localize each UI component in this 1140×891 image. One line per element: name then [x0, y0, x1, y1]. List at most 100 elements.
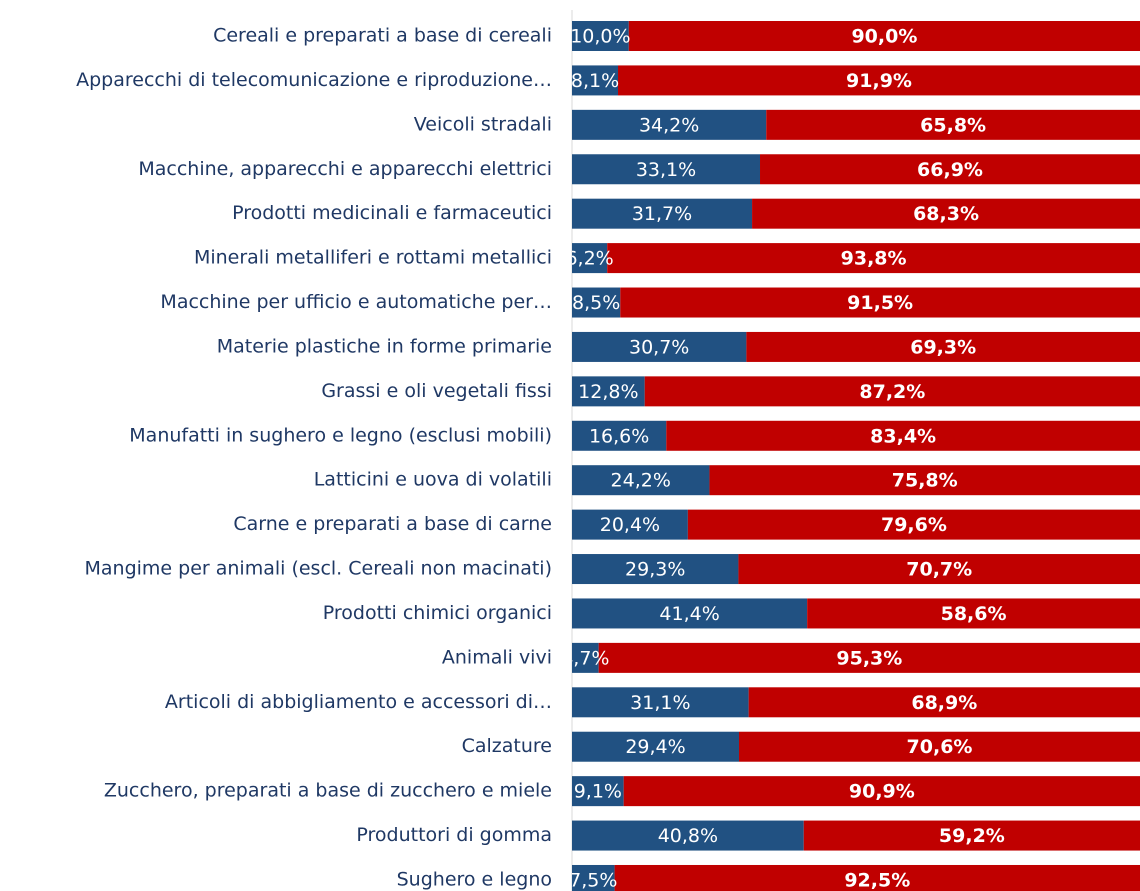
value-label: 33,1% [636, 159, 696, 181]
value-label: 10,0% [570, 26, 630, 48]
category-label: Cereali e preparati a base di cereali [213, 25, 552, 47]
value-label: 7,5% [569, 869, 617, 891]
bar-segment [572, 598, 808, 629]
value-label: 91,5% [847, 292, 913, 314]
value-label: 83,4% [870, 425, 936, 447]
value-label: 79,6% [881, 514, 947, 536]
bar-segment [614, 864, 1140, 891]
bar-segment [620, 287, 1140, 318]
value-label: 69,3% [910, 336, 976, 358]
value-label: 41,4% [659, 603, 719, 625]
value-label: 31,7% [632, 203, 692, 225]
value-label: 8,1% [571, 70, 619, 92]
category-label: Animali vivi [442, 646, 552, 668]
bar-segment [572, 287, 621, 318]
bar-segment [572, 21, 629, 51]
value-label: 66,9% [917, 159, 983, 181]
value-label: 9,1% [574, 781, 622, 803]
bar-segment [572, 509, 688, 540]
bar-segment [572, 154, 761, 185]
plot-area: 10,0% 90,0% 8,1% 91,9% 34,2% 65,8% 33,1% 66,9% 3… [561, 21, 1140, 891]
bar-segment [598, 642, 1140, 673]
bar-segment [803, 820, 1140, 851]
category-label: Grassi e oli vegetali fissi [321, 380, 552, 402]
value-label: 6,2% [565, 248, 613, 270]
value-label: 4,7% [561, 647, 609, 669]
bar-segment [572, 420, 667, 451]
bar-segment [760, 154, 1140, 185]
category-label: Calzature [462, 735, 552, 757]
value-label: 20,4% [600, 514, 660, 536]
bar-segment [572, 331, 747, 362]
value-label: 92,5% [844, 869, 910, 891]
bar-segment [572, 243, 608, 274]
value-label: 70,7% [906, 559, 972, 581]
bar-segment [752, 198, 1140, 229]
category-label: Carne e preparati a base di carne [233, 513, 552, 535]
category-label: Articoli di abbigliamento e accessori di… [165, 691, 552, 713]
bar-segment [618, 65, 1140, 96]
category-label: Macchine per ufficio e automatiche per… [160, 291, 552, 313]
category-label: Apparecchi di telecomunicazione e riprod… [76, 69, 552, 91]
bar-segment [628, 21, 1140, 51]
value-label: 70,6% [907, 736, 973, 758]
value-label: 8,5% [572, 292, 620, 314]
bar-segment [738, 731, 1140, 762]
bar-segment [709, 465, 1140, 496]
bar-segment [572, 687, 749, 718]
bar-segment [746, 331, 1140, 362]
value-label: 93,8% [841, 248, 907, 270]
value-label: 59,2% [939, 825, 1005, 847]
value-label: 16,6% [589, 425, 649, 447]
category-label: Manufatti in sughero e legno (esclusi mo… [129, 424, 552, 446]
bar-segment [623, 776, 1140, 807]
category-label: Mangime per animali (escl. Cereali non m… [84, 558, 552, 580]
value-label: 24,2% [611, 470, 671, 492]
value-label: 40,8% [658, 825, 718, 847]
value-label: 30,7% [629, 336, 689, 358]
bar-segment [572, 864, 615, 891]
category-label: Zucchero, preparati a base di zucchero e… [104, 780, 552, 802]
value-label: 12,8% [578, 381, 638, 403]
bar-segment [572, 376, 645, 407]
value-label: 90,9% [849, 781, 915, 803]
bar-segment [607, 243, 1140, 274]
bar-segment [572, 642, 599, 673]
bar-segment [766, 109, 1140, 140]
value-label: 75,8% [892, 470, 958, 492]
bar-segment [687, 509, 1140, 540]
category-label: Materie plastiche in forme primarie [217, 335, 552, 357]
value-label: 68,9% [911, 692, 977, 714]
bar-segment [666, 420, 1140, 451]
bar-segment [807, 598, 1140, 629]
category-label: Veicoli stradali [414, 113, 552, 135]
category-label: Sughero e legno [397, 868, 552, 890]
bar-segment [748, 687, 1140, 718]
bar-segment [572, 109, 767, 140]
value-label: 31,1% [630, 692, 690, 714]
value-label: 65,8% [920, 114, 986, 136]
value-label: 29,3% [625, 559, 685, 581]
bar-segment [644, 376, 1140, 407]
category-label: Minerali metalliferi e rottami metallici [194, 247, 552, 269]
bar-segment [738, 554, 1140, 585]
bar-segment [572, 65, 619, 96]
value-label: 58,6% [941, 603, 1007, 625]
category-label: Prodotti medicinali e farmaceutici [232, 202, 552, 224]
value-label: 29,4% [625, 736, 685, 758]
value-label: 91,9% [846, 70, 912, 92]
value-label: 68,3% [913, 203, 979, 225]
value-label: 90,0% [851, 26, 917, 48]
category-label: Prodotti chimici organici [323, 602, 552, 624]
value-label: 87,2% [859, 381, 925, 403]
category-label: Latticini e uova di volatili [314, 469, 552, 491]
bar-segment [572, 198, 753, 229]
value-label: 95,3% [836, 647, 902, 669]
bar-segment [572, 554, 739, 585]
category-label: Produttori di gomma [356, 824, 552, 846]
bar-segment [572, 776, 624, 807]
value-label: 34,2% [639, 114, 699, 136]
bar-segment [572, 465, 710, 496]
bar-segment [572, 731, 739, 762]
